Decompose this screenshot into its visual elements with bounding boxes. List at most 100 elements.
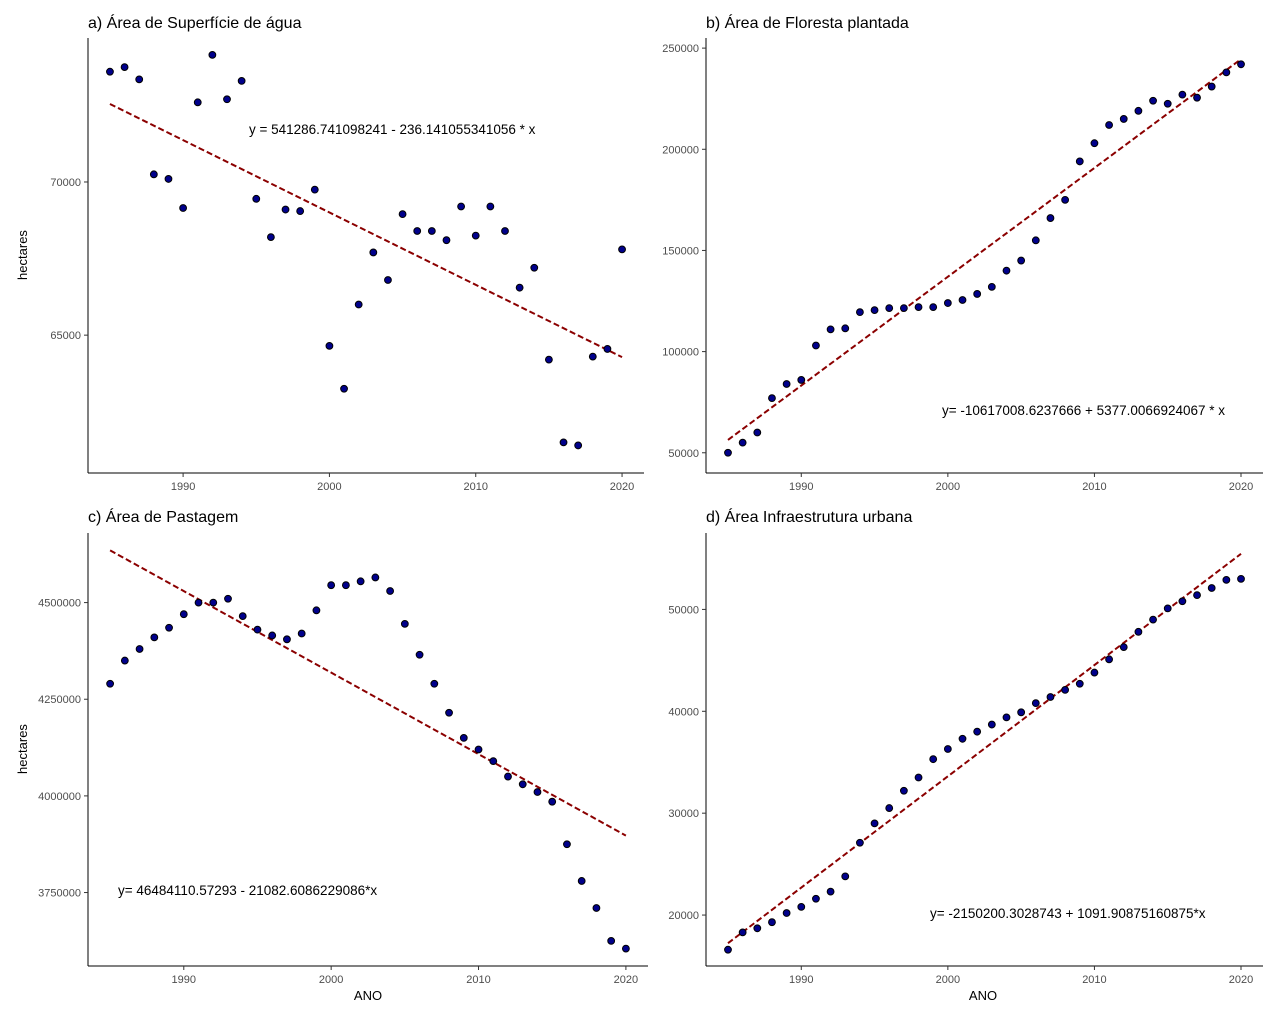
panel-c-equation: y= 46484110.57293 - 21082.6086229086*x (118, 883, 377, 898)
data-point (856, 838, 864, 847)
trend-line (109, 103, 623, 359)
data-point (106, 67, 114, 76)
data-point (430, 679, 439, 688)
data-point (1017, 708, 1026, 717)
data-point (782, 380, 791, 388)
panel-d-equation: y= -2150200.3028743 + 1091.90875160875*x (930, 906, 1206, 921)
data-point (1222, 68, 1231, 77)
data-point (621, 944, 630, 953)
trend-line (727, 58, 1242, 441)
panel-d: d) Área Infraestrutura urbana ANO 1990 20… (668, 507, 1263, 1003)
panel-c-ylabel: hectares (15, 724, 30, 774)
y-tick-label: 30000 (668, 808, 699, 820)
data-point (252, 194, 261, 203)
data-point (753, 924, 762, 933)
data-point (327, 581, 336, 590)
data-point (574, 441, 583, 450)
data-point (577, 877, 586, 885)
data-point (135, 645, 144, 653)
data-point (224, 594, 232, 603)
data-point (209, 598, 218, 607)
panel-c-plot: 1990 2000 2010 2020 3750000 4000000 4250000 450… (38, 533, 648, 986)
data-point (1237, 60, 1245, 69)
data-point (296, 207, 305, 215)
data-point (120, 63, 129, 72)
data-point (312, 606, 321, 615)
data-point (442, 236, 451, 245)
data-point (1222, 575, 1231, 584)
data-point (1090, 139, 1099, 148)
data-point (826, 325, 835, 334)
data-point (457, 202, 466, 211)
data-point (958, 296, 967, 304)
data-point (386, 587, 395, 595)
data-point (1119, 643, 1128, 652)
x-tick-label: 2020 (1229, 481, 1253, 493)
data-point (194, 598, 203, 607)
data-point (135, 75, 144, 84)
data-point (885, 304, 894, 313)
data-point (150, 633, 159, 642)
data-point (563, 840, 571, 849)
data-point (1134, 627, 1143, 636)
data-point (459, 734, 468, 742)
panel-a-plot: 1990 2000 2010 2020 65000 70000 (50, 38, 644, 493)
data-point (515, 283, 524, 292)
data-point (518, 780, 527, 789)
data-point (471, 231, 480, 240)
data-point (533, 788, 542, 796)
data-point (164, 175, 173, 183)
data-point (208, 50, 217, 59)
y-tick-label: 200000 (662, 144, 699, 156)
data-point (283, 635, 291, 644)
data-point (618, 245, 626, 254)
data-point (106, 679, 115, 688)
data-point (1119, 115, 1128, 123)
data-point (559, 438, 568, 447)
data-point (797, 376, 806, 384)
data-point (826, 887, 835, 896)
data-point (1002, 266, 1011, 275)
data-point (149, 170, 158, 179)
x-tick-label: 1990 (172, 974, 196, 986)
data-point (899, 786, 908, 795)
data-point (812, 894, 820, 903)
data-point (1002, 713, 1011, 722)
x-tick-label: 2000 (936, 974, 960, 986)
data-point (856, 308, 864, 317)
data-point (1061, 685, 1070, 694)
data-point (369, 248, 378, 257)
y-tick-label: 4000000 (38, 791, 81, 803)
data-point (489, 757, 498, 765)
data-point (782, 909, 791, 917)
data-point (413, 227, 422, 235)
data-point (384, 276, 392, 284)
data-point (1134, 106, 1143, 115)
data-point (548, 797, 557, 806)
data-point (238, 612, 247, 621)
y-tick-label: 250000 (662, 43, 699, 55)
panel-c-xlabel: ANO (354, 988, 382, 1003)
data-point (371, 573, 380, 582)
data-point (1237, 574, 1245, 583)
x-tick-label: 2000 (319, 974, 343, 986)
data-point (885, 804, 894, 812)
data-point (738, 438, 747, 447)
data-point (914, 773, 923, 782)
data-point (841, 872, 850, 881)
data-point (958, 734, 967, 743)
data-point (973, 290, 982, 298)
panel-a-equation: y = 541286.741098241 - 236.141055341056 … (249, 122, 536, 137)
data-point (1061, 195, 1070, 204)
x-tick-label: 1990 (789, 481, 813, 493)
data-point (165, 623, 173, 632)
data-point (738, 928, 747, 937)
data-point (310, 185, 319, 194)
panel-b-equation: y= -10617008.6237666 + 5377.0066924067 *… (942, 403, 1225, 418)
data-point (544, 355, 553, 364)
x-tick-label: 2020 (614, 974, 638, 986)
data-point (1031, 699, 1040, 708)
data-point (193, 98, 202, 107)
x-tick-label: 2010 (466, 974, 490, 986)
